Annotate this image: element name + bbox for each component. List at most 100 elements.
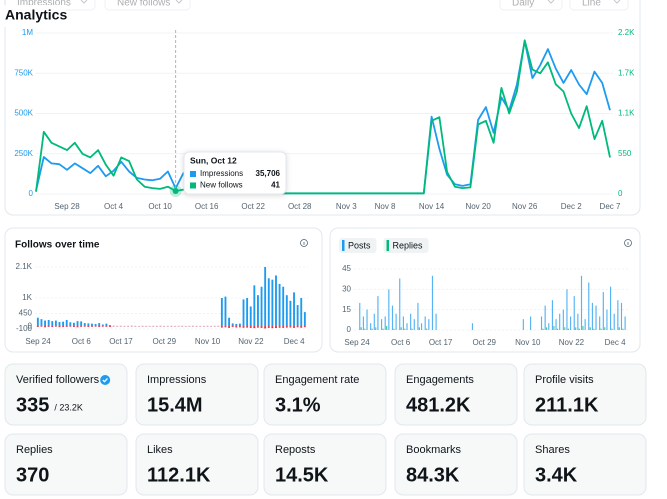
bar <box>428 319 430 330</box>
y-tick-label: 15 <box>342 305 351 314</box>
control-button[interactable] <box>569 0 629 11</box>
bar <box>570 316 572 330</box>
stat-label: Engagement rate <box>275 374 359 386</box>
bar <box>80 326 83 327</box>
bar <box>289 326 292 328</box>
bar <box>267 278 270 327</box>
bar <box>393 328 395 330</box>
legend-swatch <box>342 240 345 251</box>
x-tick-label: Sep 24 <box>25 337 51 346</box>
bar <box>366 309 368 330</box>
bar <box>264 267 267 327</box>
control-button[interactable] <box>104 0 191 11</box>
y-tick-label: 0 <box>29 189 34 198</box>
x-tick-label: Oct 10 <box>148 202 172 211</box>
bar <box>391 305 394 330</box>
bar <box>58 326 61 328</box>
bar <box>580 275 583 330</box>
bar <box>564 327 566 330</box>
bar <box>105 326 108 327</box>
bar <box>94 326 97 327</box>
stat-label: Impressions <box>147 374 207 386</box>
x-tick-label: Oct 28 <box>288 202 312 211</box>
stat-card <box>523 433 647 496</box>
control-button[interactable] <box>499 0 563 11</box>
bar <box>435 313 437 330</box>
x-tick-label: Nov 22 <box>238 337 264 346</box>
bar <box>404 328 406 330</box>
bar <box>231 326 234 328</box>
bar <box>40 319 43 327</box>
bar <box>51 321 54 327</box>
bar <box>253 326 256 329</box>
tooltip-layer: Sun, Oct 12 Impressions 35,706 New follows 4… <box>169 30 287 197</box>
legend-chip[interactable] <box>339 238 377 253</box>
info-icon[interactable] <box>624 239 632 247</box>
tooltip-date: Sun, Oct 12 <box>190 155 237 165</box>
x-tick-label: Dec 2 <box>561 202 582 211</box>
bar <box>249 306 252 327</box>
bar <box>559 313 561 330</box>
bar <box>399 278 401 330</box>
bar <box>65 326 68 327</box>
bar <box>588 282 590 330</box>
bar <box>282 286 285 327</box>
stat-value: 211.1K <box>535 394 599 416</box>
bar <box>604 327 606 330</box>
chevron <box>80 0 88 4</box>
bar <box>562 309 564 330</box>
bar <box>411 328 413 330</box>
stat-extra: / 23.2K <box>54 402 83 412</box>
bar <box>410 313 412 330</box>
legend-chip[interactable] <box>383 238 429 253</box>
bar <box>382 328 384 330</box>
y-tick-label: 250K <box>14 149 33 158</box>
bar <box>359 302 361 330</box>
bar <box>575 327 577 330</box>
verified-check <box>102 378 108 383</box>
bar <box>620 302 623 330</box>
chevron <box>175 0 183 4</box>
bar <box>542 328 544 330</box>
bar <box>271 279 274 327</box>
bar <box>296 305 299 327</box>
bar <box>606 309 608 330</box>
stat-card <box>263 433 387 496</box>
bar <box>293 292 295 327</box>
bar <box>293 326 295 328</box>
bar <box>44 320 46 327</box>
bar <box>257 326 259 328</box>
info-icon[interactable] <box>300 239 308 247</box>
y-tick-label: 750K <box>14 68 33 77</box>
bar <box>595 305 597 330</box>
bar <box>285 326 288 328</box>
bar <box>282 326 285 328</box>
bar <box>577 313 579 330</box>
y-tick-label: -100 <box>16 324 33 333</box>
bar <box>624 316 626 330</box>
bar <box>98 326 101 328</box>
bar <box>540 316 543 330</box>
bar <box>388 289 390 330</box>
stat-value: 15.4M <box>147 394 203 416</box>
y-tick-label: 1K <box>22 293 32 302</box>
x-tick-label: Oct 16 <box>195 202 219 211</box>
bar <box>567 328 569 330</box>
bar <box>267 326 270 328</box>
bar <box>105 323 108 327</box>
bar <box>228 326 231 328</box>
y2-tick-label: 1.1K <box>618 109 635 118</box>
bar <box>253 285 256 327</box>
bar <box>395 313 397 330</box>
tooltip-name: Impressions <box>200 169 243 178</box>
x-tick-label: Dec 7 <box>600 202 621 211</box>
x-tick-label: Nov 10 <box>195 337 221 346</box>
bar <box>101 324 104 327</box>
bar <box>582 325 584 330</box>
bar <box>40 326 43 327</box>
tooltip-box <box>183 151 287 195</box>
bar <box>83 326 86 327</box>
stats-grid: Verified followers 335 / 23.2K Impressions 1… <box>4 363 647 496</box>
bar <box>373 313 375 330</box>
y-tick-label: 45 <box>342 264 351 273</box>
